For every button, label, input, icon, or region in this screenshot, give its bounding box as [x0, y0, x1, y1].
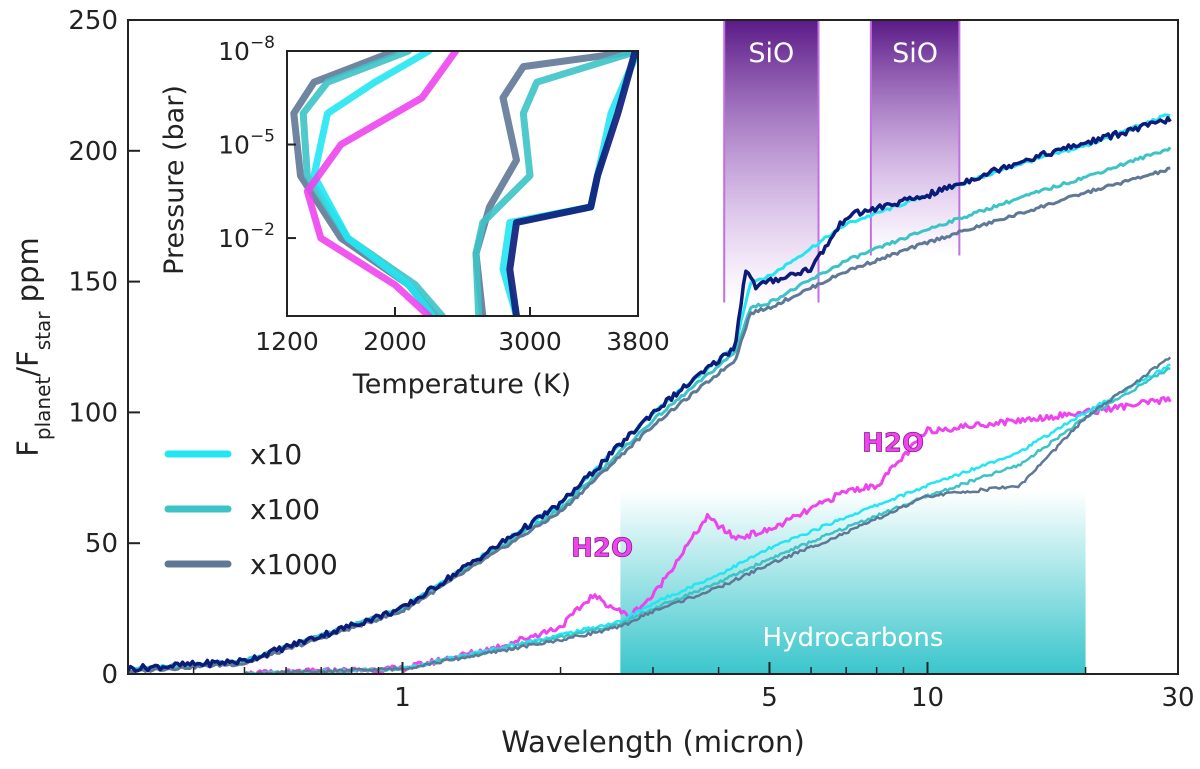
inset-plot-frame: [286, 50, 639, 317]
main-chart: SiO SiO Hydrocarbons H2O H2O 1 5 10 30 0 50 100 15…: [11, 6, 1195, 759]
y-tick-label: 150: [68, 268, 118, 298]
inset-y-tick-label: 10−5: [218, 127, 275, 160]
h2o-annotation: H2O: [571, 533, 633, 563]
legend: x10 x100 x1000: [164, 438, 338, 581]
legend-label: x100: [250, 493, 320, 526]
inset-y-tick-label: 10−2: [218, 220, 275, 253]
profile-line-x100_hot: [472, 51, 638, 316]
y-tick-label: 200: [68, 137, 118, 167]
x-tick-label: 5: [761, 683, 778, 713]
inset-background: [287, 51, 638, 316]
h2o-annotation: H2O: [862, 429, 924, 459]
x-tick-label: 30: [1161, 683, 1194, 713]
inset-chart: 1200 2000 3000 3800 10−8 10−5 10−2 Temperature…: [159, 33, 670, 400]
inset-x-tick-label: 3000: [498, 327, 562, 356]
main-axes: 1 5 10 30 0 50 100 150 200 250: [68, 6, 1194, 713]
x-tick-label: 10: [911, 683, 944, 713]
annotation-layer: H2O H2O: [571, 428, 925, 563]
inset-axes: 1200 2000 3000 3800 10−8 10−5 10−2: [218, 33, 670, 356]
inset-series-layer: [290, 51, 638, 316]
series-line-hot_x1000: [128, 166, 1171, 674]
series-line-hot_dark: [128, 116, 1172, 673]
hydrocarbons-label: Hydrocarbons: [763, 623, 944, 653]
profile-line-x10_cool: [310, 51, 437, 316]
profile-line-h2o_profile: [303, 51, 460, 316]
main-series-layer: [128, 113, 1172, 674]
y-tick-label: 50: [85, 529, 118, 559]
x-tick-label: 1: [394, 683, 411, 713]
main-x-axis-label: Wavelength (micron): [501, 725, 805, 759]
main-y-axis-label: Fplanet/Fstar ppm: [11, 237, 55, 457]
y-tick-label: 100: [68, 398, 118, 428]
inset-y-tick-label: 10−8: [218, 33, 275, 66]
inset-x-tick-label: 1200: [255, 327, 319, 356]
inset-x-tick-label: 3800: [606, 327, 670, 356]
inset-x-tick-label: 2000: [363, 327, 427, 356]
inset-y-axis-label: Pressure (bar): [159, 85, 190, 275]
sio-band: [870, 20, 960, 256]
sio-label: SiO: [892, 38, 938, 69]
inset-x-axis-label: Temperature (K): [352, 369, 571, 400]
series-line-cool_x1000: [243, 356, 1172, 674]
profile-line-dark_hot: [506, 51, 638, 316]
legend-label: x10: [250, 438, 302, 471]
y-tick-label: 0: [101, 660, 118, 690]
profile-line-x100_cool: [299, 51, 446, 316]
sio-label: SiO: [748, 38, 794, 69]
bands-layer: SiO SiO Hydrocarbons: [620, 20, 1086, 674]
legend-label: x1000: [250, 548, 338, 581]
y-tick-label: 250: [68, 6, 118, 36]
